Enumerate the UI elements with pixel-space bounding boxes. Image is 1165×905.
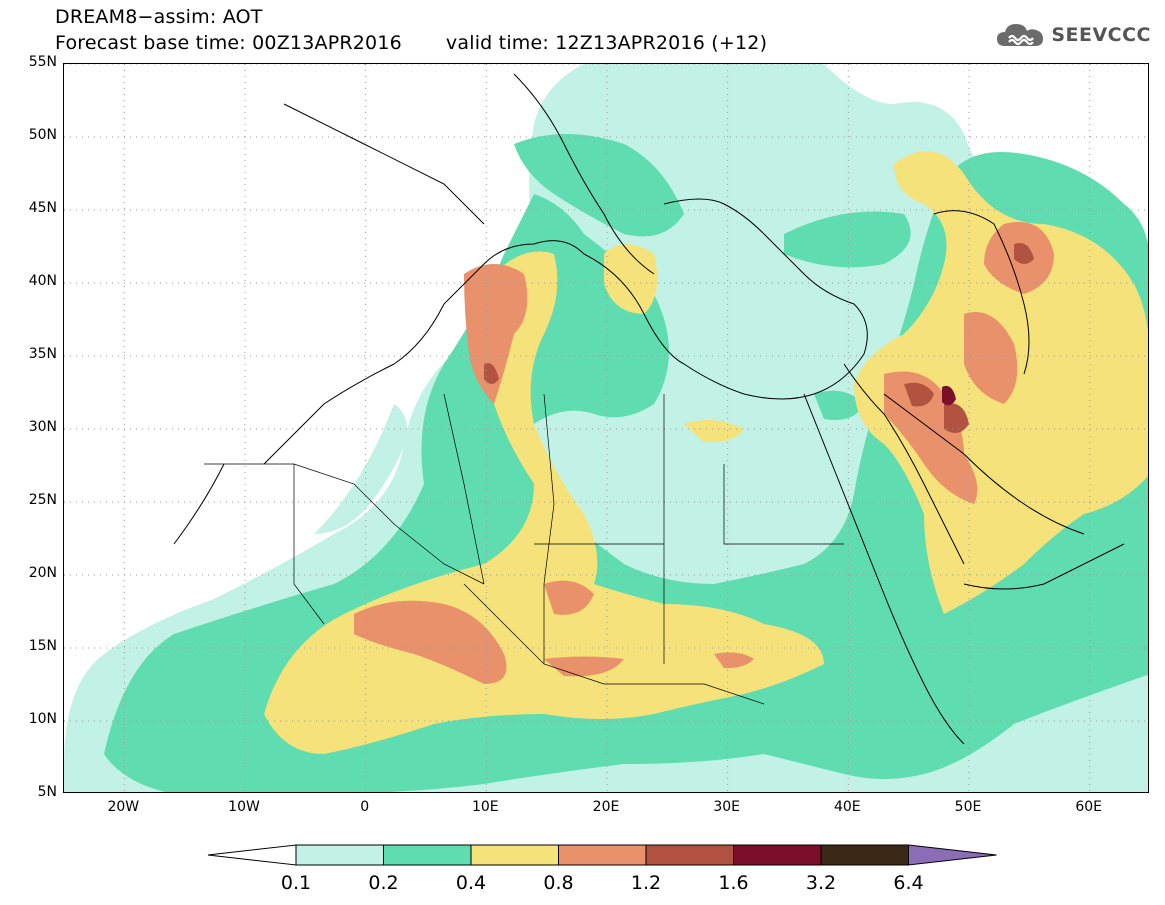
logo-text: SEEVCCC <box>1051 24 1151 46</box>
aot-band-1-2 <box>484 243 1034 433</box>
graticule <box>64 64 1148 792</box>
colorbar-box <box>295 844 384 866</box>
longitude-label: 30E <box>713 799 740 815</box>
longitude-label: 40E <box>833 799 861 815</box>
base-time: Forecast base time: 00Z13APR2016 <box>55 32 402 54</box>
colorbar-box <box>645 844 734 866</box>
map-panel <box>63 63 1149 793</box>
latitude-label: 35N <box>28 346 57 362</box>
latitude-label: 40N <box>28 273 57 289</box>
cloud-icon <box>997 24 1044 46</box>
longitude-label: 60E <box>1075 799 1102 815</box>
longitude-label: 50E <box>954 799 982 815</box>
colorbar-box <box>820 844 909 866</box>
longitude-label: 10E <box>471 799 499 815</box>
colorbar-under-triangle <box>207 844 297 866</box>
colorbar-tick-label: 0.4 <box>455 872 487 894</box>
colorbar-tick-label: 0.2 <box>368 872 399 894</box>
latitude-label: 50N <box>28 127 57 143</box>
latitude-label: 20N <box>28 565 57 581</box>
colorbar-tick-label: 0.1 <box>280 872 312 894</box>
latitude-label: 30N <box>28 419 57 435</box>
aot-band-1-6 <box>942 385 956 406</box>
latitude-label: 10N <box>28 711 57 727</box>
colorbar-box <box>383 844 472 866</box>
longitude-label: 20E <box>592 799 620 815</box>
map-title: DREAM8−assim: AOT <box>55 6 263 28</box>
seevccc-logo: SEEVCCC <box>995 20 1151 50</box>
colorbar-tick-label: 1.6 <box>718 872 749 894</box>
latitude-label: 25N <box>28 492 57 508</box>
longitude-label: 20W <box>107 799 140 815</box>
longitude-label: 10W <box>228 799 260 815</box>
colorbar-over-triangle <box>908 844 997 866</box>
valid-time: valid time: 12Z13APR2016 (+12) <box>445 32 768 54</box>
colorbar-box <box>733 844 822 866</box>
coastlines <box>173 73 1125 745</box>
map-subtitle: Forecast base time: 00Z13APR2016 valid ti… <box>55 32 767 54</box>
latitude-label: 45N <box>28 200 57 216</box>
latitude-label: 55N <box>28 54 57 70</box>
colorbar-box <box>558 844 647 866</box>
colorbar-tick-label: 0.8 <box>543 872 574 894</box>
colorbar-box <box>470 844 559 866</box>
latitude-label: 5N <box>37 784 57 800</box>
colorbar-tick-label: 6.4 <box>893 872 924 894</box>
aot-field-map <box>64 64 1148 792</box>
longitude-label: 0 <box>360 799 370 815</box>
country-borders <box>204 393 844 705</box>
colorbar-tick-label: 3.2 <box>805 872 837 894</box>
colorbar <box>207 844 997 866</box>
latitude-label: 15N <box>28 638 57 654</box>
colorbar-tick-label: 1.2 <box>630 872 662 894</box>
